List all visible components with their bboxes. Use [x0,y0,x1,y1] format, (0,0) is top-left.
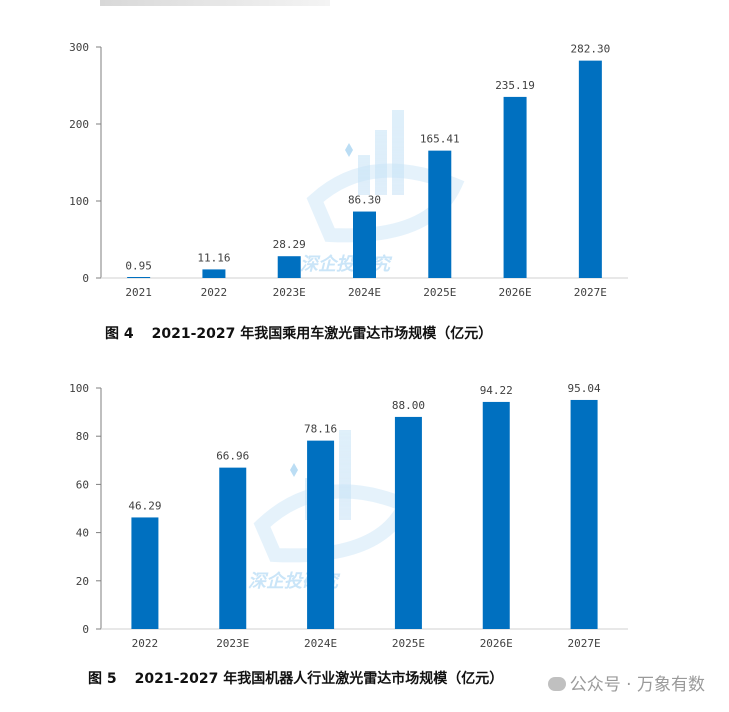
wechat-watermark-label: 公众号 · 万象有数 [569,675,705,695]
chart2-bar [570,399,598,629]
chart1-value-label: 28.29 [273,238,306,251]
chart1-x-tick-label: 2023E [273,286,306,299]
wechat-watermark: 公众号 · 万象有数 [547,670,705,695]
chart1-bar [202,269,226,278]
chart1-y-tick-label: 0 [82,272,89,285]
chart2-y-tick-label: 80 [76,430,89,443]
figure-4-title: 2021-2027 年我国乘用车激光雷达市场规模（亿元） [151,326,493,342]
chart1-x-tick-label: 2026E [499,286,532,299]
chart2-bar [307,440,335,629]
chart2-x-tick-label: 2024E [304,637,337,650]
chart1-x-tick-label: 2022 [201,286,228,299]
figure-4-caption: 图 4 2021-2027 年我国乘用车激光雷达市场规模（亿元） [105,323,492,343]
chart1-value-label: 235.19 [495,79,535,92]
chart1-value-label: 86.30 [348,194,381,207]
chart2-value-label: 94.22 [480,384,513,397]
chart1-value-label: 11.16 [197,251,230,264]
chart1-bar [428,150,452,278]
chart1-bar [503,96,527,278]
chart1-x-tick-label: 2024E [348,286,381,299]
chart2-value-label: 46.29 [128,499,161,512]
chart2-x-tick-label: 2025E [392,637,425,650]
chart2-bar [219,467,247,629]
chart2-value-label: 95.04 [568,382,601,395]
chart2-bar [131,517,159,629]
chart2-x-tick-label: 2027E [568,637,601,650]
chart1-value-label: 282.30 [570,43,610,56]
cropped-top-text-strip [100,0,330,6]
chart2-bar [394,416,422,629]
figure-5-number: 图 5 [88,671,117,687]
chart2-x-tick-label: 2026E [480,637,513,650]
chart2-y-tick-label: 40 [76,527,89,540]
chart1-value-label: 0.95 [125,259,152,272]
chart2-y-tick-label: 100 [69,382,89,395]
figure-5-caption: 图 5 2021-2027 年我国机器人行业激光雷达市场规模（亿元） [88,668,503,688]
chart1-bar [127,277,151,278]
wechat-icon [547,677,566,691]
watermark-text-1: 深企投研究 [300,254,393,275]
chart2-value-label: 78.16 [304,423,337,436]
chart1-bar [353,211,376,278]
chart1-y-tick-label: 100 [69,195,89,208]
chart2-x-tick-label: 2023E [216,637,249,650]
chart2-y-tick-label: 0 [82,623,89,636]
chart1-x-tick-label: 2025E [423,286,456,299]
chart2-value-label: 88.00 [392,399,425,412]
chart2-value-label: 66.96 [216,450,249,463]
chart1-x-tick-label: 2027E [574,286,607,299]
chart2-y-tick-label: 60 [76,478,89,491]
figure-5-title: 2021-2027 年我国机器人行业激光雷达市场规模（亿元） [134,671,504,687]
chart1-bar [277,256,301,278]
chart1-bar [578,60,602,279]
chart2-bar [482,401,510,629]
chart2-x-tick-label: 2022 [132,637,159,650]
chart1-x-tick-label: 2021 [125,286,152,299]
chart1-y-tick-label: 300 [69,41,89,54]
chart1-value-label: 165.41 [420,133,460,146]
figure-4-number: 图 4 [105,326,134,342]
chart2-y-tick-label: 20 [76,575,89,588]
chart1-y-tick-label: 200 [69,118,89,131]
